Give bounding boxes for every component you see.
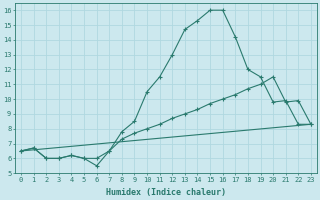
X-axis label: Humidex (Indice chaleur): Humidex (Indice chaleur) bbox=[106, 188, 226, 197]
